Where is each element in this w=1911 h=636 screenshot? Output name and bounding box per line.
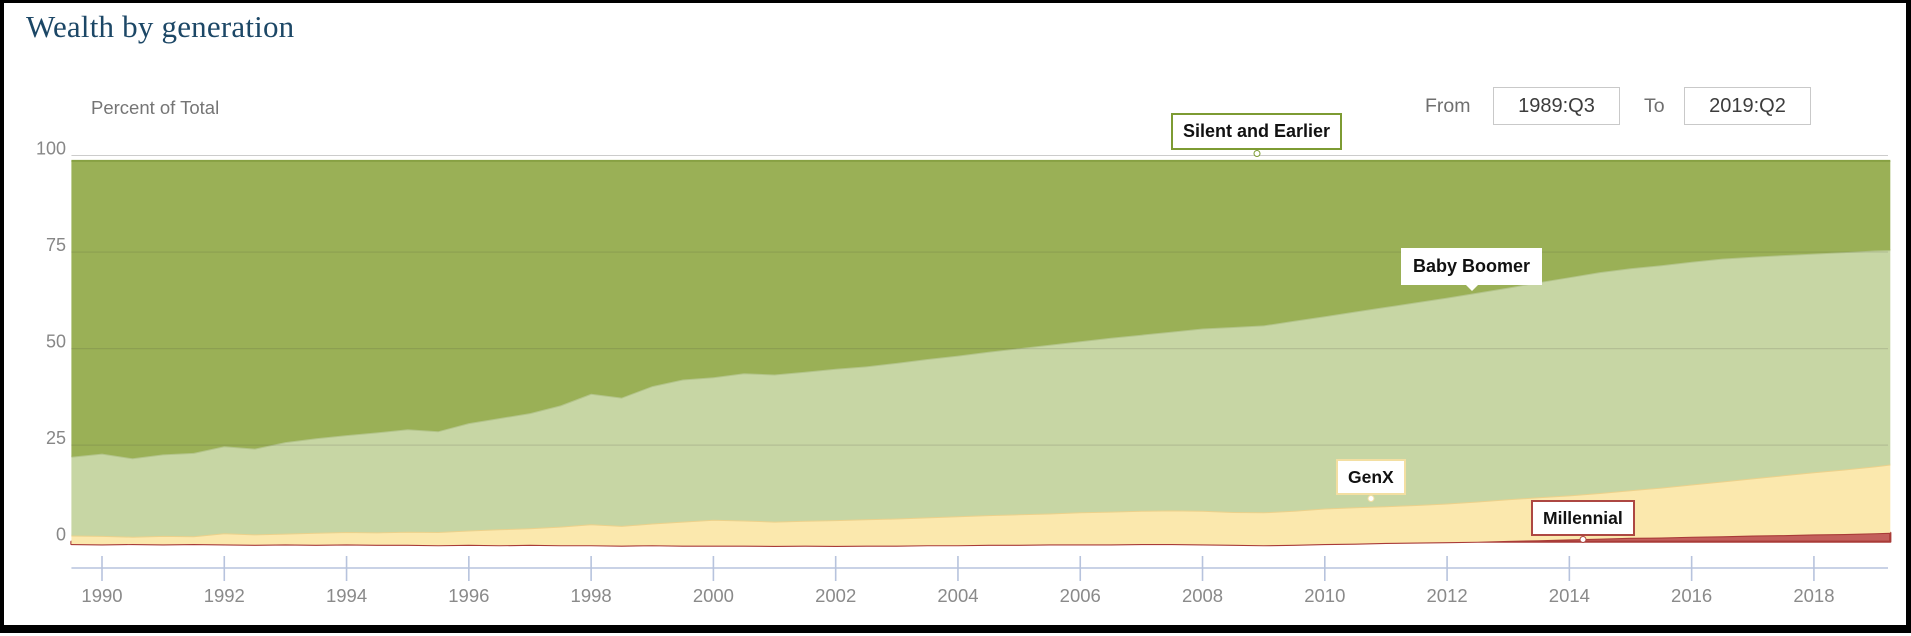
area-baby-boomer (71, 250, 1891, 537)
area-silent-and-earlier (71, 160, 1891, 459)
annotation-millennial[interactable]: Millennial (1531, 500, 1635, 544)
page-title: Wealth by generation (26, 9, 295, 44)
annotation-pointer-triangle (1463, 282, 1480, 291)
annotation-genx-label: GenX (1348, 467, 1394, 487)
to-label: To (1644, 95, 1665, 117)
y-axis-title: Percent of Total (91, 97, 220, 118)
x-tick-label-2012: 2012 (1427, 585, 1468, 606)
from-label: From (1425, 95, 1471, 117)
annotation-millennial-label: Millennial (1543, 508, 1623, 528)
x-tick-label-2006: 2006 (1060, 585, 1101, 606)
y-tick-label-0: 0 (56, 525, 66, 545)
x-tick-label-2008: 2008 (1182, 585, 1223, 606)
x-tick-label-2002: 2002 (815, 585, 856, 606)
annotation-genx[interactable]: GenX (1336, 459, 1406, 503)
y-tick-label-50: 50 (46, 332, 66, 352)
x-tick-label-2014: 2014 (1549, 585, 1590, 606)
x-tick-label-2004: 2004 (937, 585, 978, 606)
stacked-area-chart[interactable]: 1990 1992 1994 1996 1998 2000 2002 2004 2006 2008… (4, 3, 1911, 636)
annotation-silent-label: Silent and Earlier (1183, 121, 1331, 141)
x-tick-label-1998: 1998 (571, 585, 612, 606)
x-tick-label-1996: 1996 (448, 585, 489, 606)
gridline-overlay-layer (71, 251, 1888, 446)
y-tick-label-100: 100 (36, 139, 66, 159)
x-axis: 1990 1992 1994 1996 1998 2000 2002 2004 2006 2008… (71, 556, 1888, 606)
areas-layer (70, 159, 1892, 548)
x-tick-label-1990: 1990 (81, 585, 122, 606)
from-quarter-input[interactable] (1493, 87, 1620, 125)
x-tick-label-1994: 1994 (326, 585, 367, 606)
annotation-pointer-dot (1367, 495, 1375, 503)
to-quarter-input[interactable] (1684, 87, 1811, 125)
annotation-pointer-dot (1579, 536, 1587, 544)
annotation-boomer-label: Baby Boomer (1413, 256, 1531, 276)
x-tick-label-2010: 2010 (1304, 585, 1345, 606)
x-tick-label-1992: 1992 (204, 585, 245, 606)
x-tick-label-2018: 2018 (1793, 585, 1834, 606)
annotation-baby-boomer[interactable]: Baby Boomer (1401, 248, 1543, 291)
y-tick-label-25: 25 (46, 428, 66, 448)
x-tick-label-2016: 2016 (1671, 585, 1712, 606)
y-axis-tick-labels: 0 25 50 75 100 (36, 139, 66, 545)
y-tick-label-75: 75 (46, 235, 66, 255)
x-tick-label-2000: 2000 (693, 585, 734, 606)
area-genx (71, 464, 1891, 546)
annotation-pointer-dot (1253, 149, 1261, 157)
annotation-silent-and-earlier[interactable]: Silent and Earlier (1171, 113, 1343, 157)
